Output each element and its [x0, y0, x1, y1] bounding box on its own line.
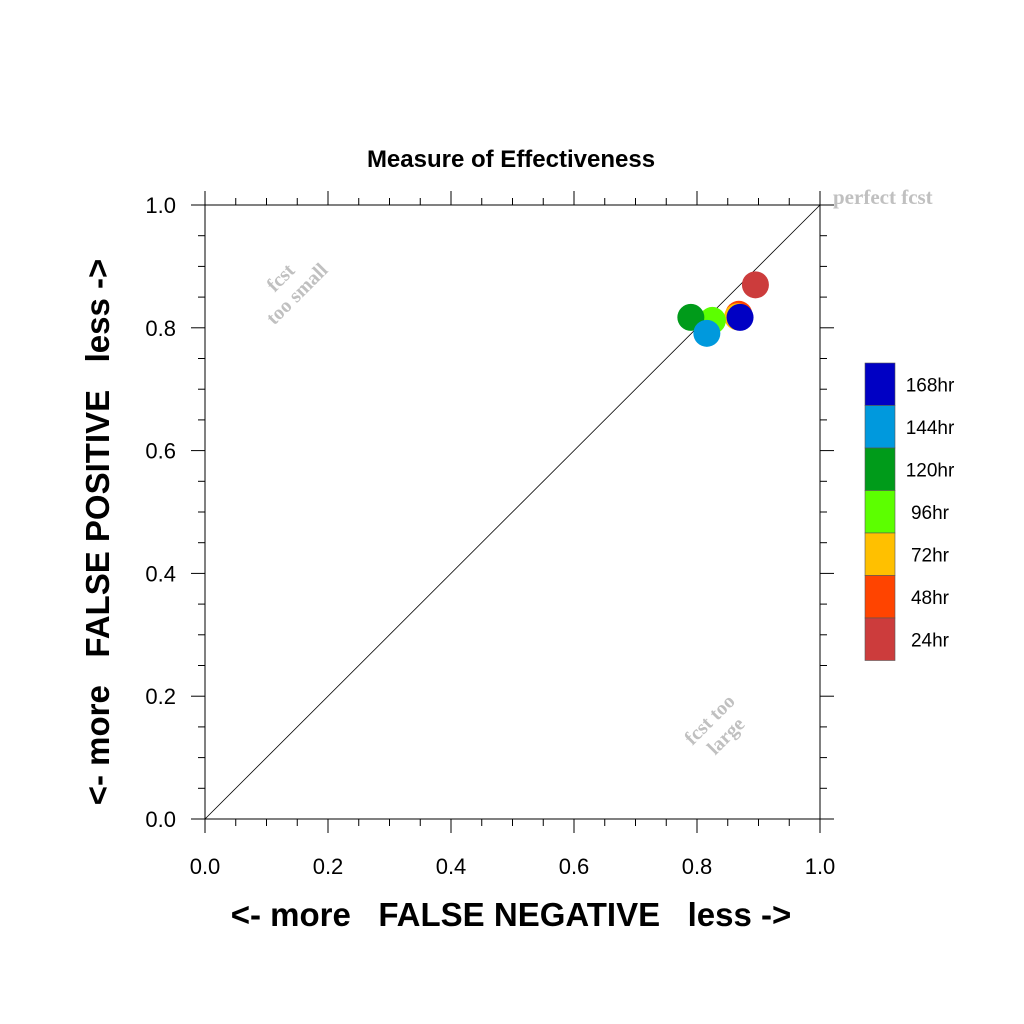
perfect-forecast-annotation: perfect fcst [833, 185, 933, 209]
legend-swatch-72hr [864, 532, 896, 576]
x-tick-label: 1.0 [805, 854, 836, 879]
legend-swatch-168hr [864, 362, 896, 406]
legend-label-144hr: 144hr [906, 418, 955, 439]
x-tick-label: 0.6 [559, 854, 590, 879]
y-tick-label: 0.2 [145, 684, 176, 709]
legend-label-120hr: 120hr [906, 460, 955, 481]
x-tick-label: 0.4 [436, 854, 467, 879]
legend-label-96hr: 96hr [911, 503, 950, 524]
y-tick-label: 0.8 [145, 316, 176, 341]
y-tick-label: 1.0 [145, 193, 176, 218]
legend: 168hr 144hr 120hr 96hr 72hr 48hr 24hr [864, 362, 955, 661]
legend-swatch-48hr [864, 575, 896, 619]
y-tick-label: 0.4 [145, 561, 176, 586]
x-tick-label: 0.0 [190, 854, 221, 879]
chart-title: Measure of Effectiveness [367, 146, 655, 173]
x-axis-label: <- more FALSE NEGATIVE less -> [231, 896, 792, 933]
x-tick-labels: 0.0 0.2 0.4 0.6 0.8 1.0 [190, 854, 836, 879]
diagonal-reference-line [204, 204, 821, 820]
data-points [677, 271, 769, 347]
legend-swatch-120hr [864, 447, 896, 491]
legend-label-24hr: 24hr [911, 630, 950, 651]
legend-swatch-24hr [864, 617, 896, 661]
legend-label-72hr: 72hr [911, 545, 950, 566]
y-axis-label: <- more FALSE POSITIVE less -> [79, 259, 116, 806]
point-144hr [693, 319, 721, 347]
point-168hr [726, 303, 754, 331]
legend-swatch-96hr [864, 490, 896, 534]
legend-label-168hr: 168hr [906, 375, 955, 396]
legend-swatch-144hr [864, 405, 896, 449]
legend-label-48hr: 48hr [911, 588, 950, 609]
point-24hr [741, 271, 769, 299]
y-tick-labels: 0.0 0.2 0.4 0.6 0.8 1.0 [145, 193, 176, 832]
too-large-annotation: fcst too large [680, 690, 749, 759]
y-tick-label: 0.6 [145, 439, 176, 464]
x-tick-label: 0.8 [682, 854, 713, 879]
x-tick-label: 0.2 [313, 854, 344, 879]
tick-marks [191, 191, 834, 833]
y-tick-label: 0.0 [145, 807, 176, 832]
too-small-annotation: fcst too small [262, 259, 332, 329]
